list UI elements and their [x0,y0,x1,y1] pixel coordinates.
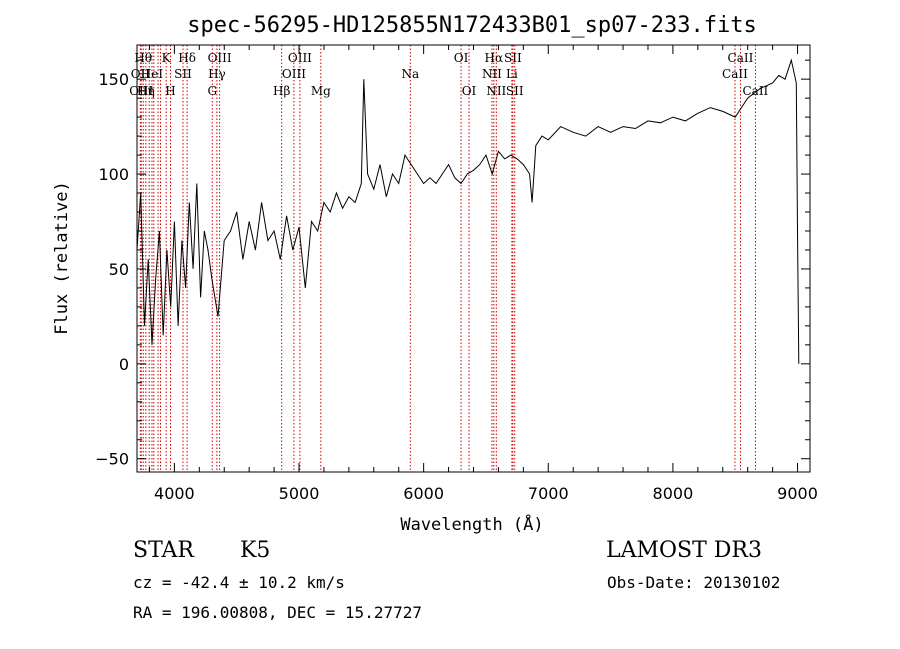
spectral-line-label: NII [486,84,506,98]
x-tick-label: 4000 [154,484,195,503]
obs-date-text: Obs-Date: 20130102 [607,573,781,592]
spectral-line-labels: OII OIII Hθ Hη HeI K H SII Hδ G Hγ OIII Hβ OIII OIII Mg… [129,51,768,98]
x-axis: 4000 5000 6000 7000 8000 9000 [148,45,818,503]
spectral-line-label: OII [131,67,151,81]
spectral-line-label: CaII [728,51,754,65]
spectral-line-label: Na [401,67,419,81]
y-tick-label: 100 [98,165,129,184]
coordinates-text: RA = 196.00808, DEC = 15.27727 [133,603,422,622]
spectral-line-label: SII [506,84,524,98]
spectral-line-label: Hα [485,51,504,65]
spectral-line-label: OIII [282,67,306,81]
spectral-line-label: Mg [311,84,331,98]
spectral-line-label: OI [462,84,477,98]
spectral-line-label: OIII [129,84,153,98]
spectral-line-label: OI [454,51,469,65]
spectral-line-label: OIII [288,51,312,65]
spectral-line-label: H [165,84,175,98]
object-class: STAR [133,538,194,563]
spectral-line-markers [139,45,756,472]
spectral-line-label: K [162,51,172,65]
x-tick-label: 9000 [777,484,818,503]
spectral-line-label: Hβ [273,84,290,98]
x-tick-label: 7000 [528,484,569,503]
y-tick-label: 50 [109,260,129,279]
y-tick-label: 0 [119,355,129,374]
x-tick-label: 5000 [279,484,320,503]
spectral-line-label: OIII [208,51,232,65]
spectral-line-label: Hγ [208,67,226,81]
spectral-line-label: Hη [137,84,155,98]
spectral-line-label: SII [174,67,192,81]
y-axis-label: Flux (relative) [52,181,72,335]
redshift-text: cz = -42.4 ± 10.2 km/s [133,573,345,592]
y-axis: −50 0 50 100 150 [95,59,810,469]
object-subclass: K5 [240,538,271,563]
x-tick-label: 6000 [403,484,444,503]
spectral-line-label: Li [506,67,518,81]
spectral-line-label: Hδ [178,51,196,65]
spectral-line-label: NII [482,67,502,81]
spectral-line-label: HeI [141,67,164,81]
spectral-line-label: Hθ [134,51,152,65]
spectral-line-label: CaII [722,67,748,81]
spectral-line-label: SII [504,51,522,65]
y-tick-label: −50 [95,450,129,469]
spectrum-line [136,58,800,364]
plot-frame [136,44,811,473]
survey-name: LAMOST DR3 [606,538,762,563]
spectral-line-label: G [207,84,217,98]
x-axis-label: Wavelength (Å) [400,513,543,535]
y-tick-label: 150 [98,70,129,89]
x-tick-label: 8000 [653,484,694,503]
chart-title: spec-56295-HD125855N172433B01_sp07-233.f… [187,13,757,38]
